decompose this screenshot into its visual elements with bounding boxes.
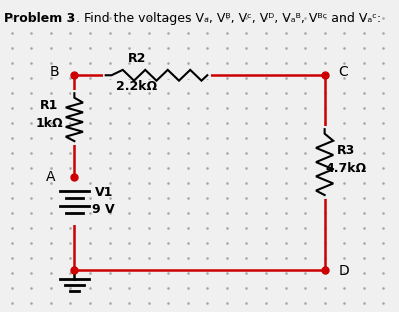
Text: A: A xyxy=(46,170,56,184)
Text: B: B xyxy=(50,65,59,79)
Text: 2.2kΩ: 2.2kΩ xyxy=(117,80,158,93)
Text: 1kΩ: 1kΩ xyxy=(35,117,63,130)
Text: V1: V1 xyxy=(95,186,113,199)
Text: 9 V: 9 V xyxy=(93,203,115,216)
Text: . Find the voltages Vₐ, Vᴮ, Vᶜ, Vᴰ, Vₐᴮ, Vᴮᶜ and Vₐᶜ:: . Find the voltages Vₐ, Vᴮ, Vᶜ, Vᴰ, Vₐᴮ,… xyxy=(76,12,381,25)
Text: C: C xyxy=(338,65,348,79)
Text: 4.7kΩ: 4.7kΩ xyxy=(326,162,367,175)
Text: Problem 3: Problem 3 xyxy=(4,12,75,25)
Text: R1: R1 xyxy=(40,99,58,112)
Text: R2: R2 xyxy=(128,52,146,65)
Text: D: D xyxy=(338,265,349,278)
Text: R3: R3 xyxy=(337,144,355,157)
